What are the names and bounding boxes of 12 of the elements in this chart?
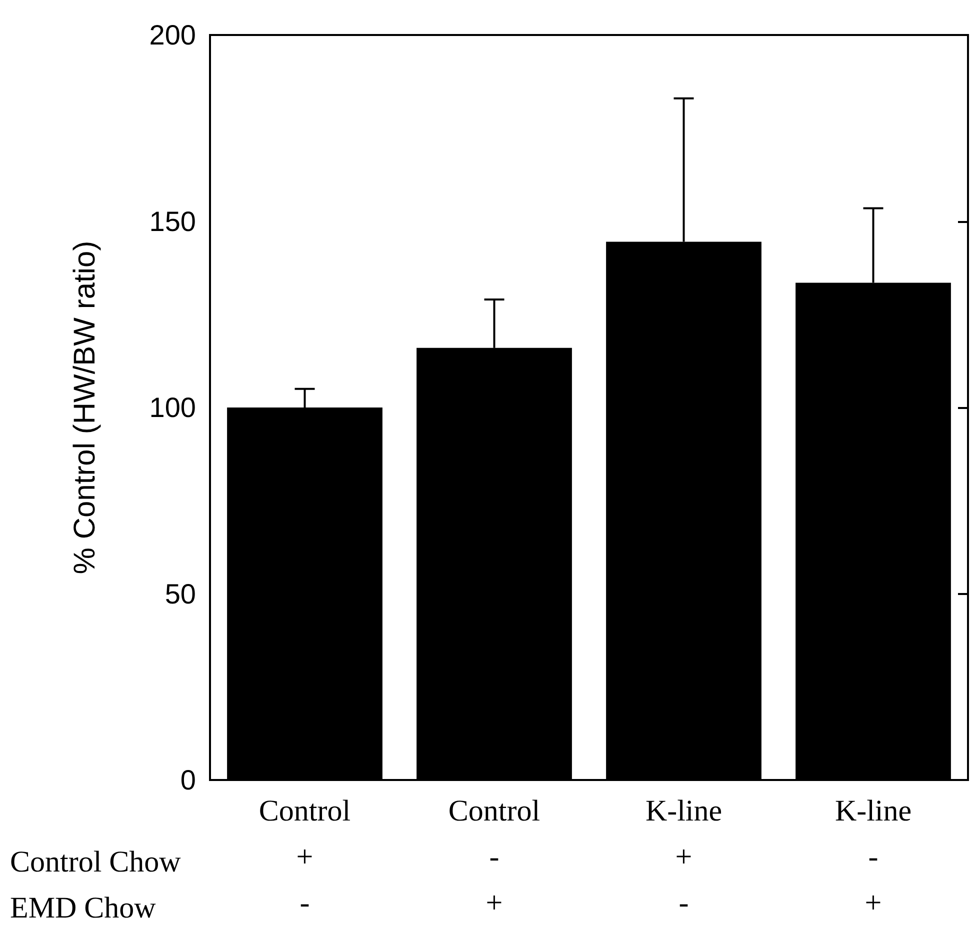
- y-tick-label: 100: [149, 392, 196, 423]
- x-tick-label: K-line + -: [645, 794, 722, 920]
- x-tick-label: Control - +: [448, 794, 540, 920]
- y-axis-title: % Control (HW/BW ratio): [68, 240, 102, 574]
- text: EMD Chow: [10, 892, 156, 924]
- y-tick-label: 200: [149, 20, 196, 50]
- y-tick-label: 50: [164, 578, 196, 610]
- text: Control Chow: [10, 846, 182, 878]
- x-tick-label: Control + -: [258, 794, 351, 920]
- x-tick-label: K-line - +: [834, 794, 912, 920]
- y-tick-label: 150: [149, 206, 196, 237]
- y-tick-label: 0: [180, 764, 196, 796]
